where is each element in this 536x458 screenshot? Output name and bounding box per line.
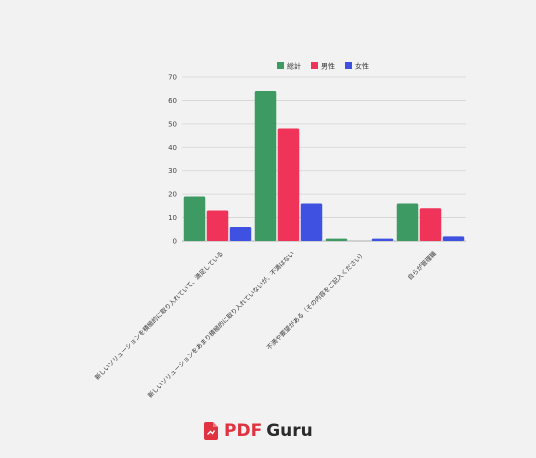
y-tick-label: 40 xyxy=(168,144,177,152)
x-axis: 新しいソリューションを積極的に取り入れていて、満足している新しいソリューションを… xyxy=(93,250,438,400)
category-label: 新しいソリューションをあまり積極的に取り入れていないが、不満はない xyxy=(146,250,296,400)
bar xyxy=(442,236,465,241)
logo-guru-text: Guru xyxy=(266,421,313,441)
bar xyxy=(277,128,300,241)
bar xyxy=(206,210,229,241)
y-tick-label: 30 xyxy=(168,167,177,175)
legend-label: 男性 xyxy=(321,62,335,71)
bar xyxy=(371,238,394,241)
grid xyxy=(182,76,466,242)
category-label: 自らが管理職 xyxy=(406,250,438,282)
y-axis: 0 10 20 30 40 50 60 70 xyxy=(168,74,177,246)
logo-pdf-text: PDF xyxy=(224,421,263,441)
bars xyxy=(183,91,465,241)
y-tick-label: 20 xyxy=(168,191,177,199)
y-tick-label: 0 xyxy=(173,238,177,246)
y-tick-label: 60 xyxy=(168,97,177,105)
legend-swatch xyxy=(277,62,284,69)
y-tick-label: 70 xyxy=(168,74,177,82)
legend-label: 総計 xyxy=(287,62,301,71)
bar xyxy=(183,196,206,241)
bar xyxy=(396,203,419,241)
legend: 総計 男性 女性 xyxy=(277,62,369,71)
pdf-guru-logo: PDF Guru xyxy=(204,419,313,443)
bar xyxy=(419,208,442,241)
bar xyxy=(254,91,277,241)
bar xyxy=(325,238,348,241)
y-tick-label: 50 xyxy=(168,120,177,128)
y-tick-label: 10 xyxy=(168,214,177,222)
legend-label: 女性 xyxy=(355,62,369,71)
bar xyxy=(300,203,323,241)
category-label: 新しいソリューションを積極的に取り入れていて、満足している xyxy=(93,250,225,382)
bar xyxy=(229,226,252,241)
pdf-file-icon xyxy=(204,422,218,440)
legend-swatch xyxy=(345,62,352,69)
legend-swatch xyxy=(311,62,318,69)
